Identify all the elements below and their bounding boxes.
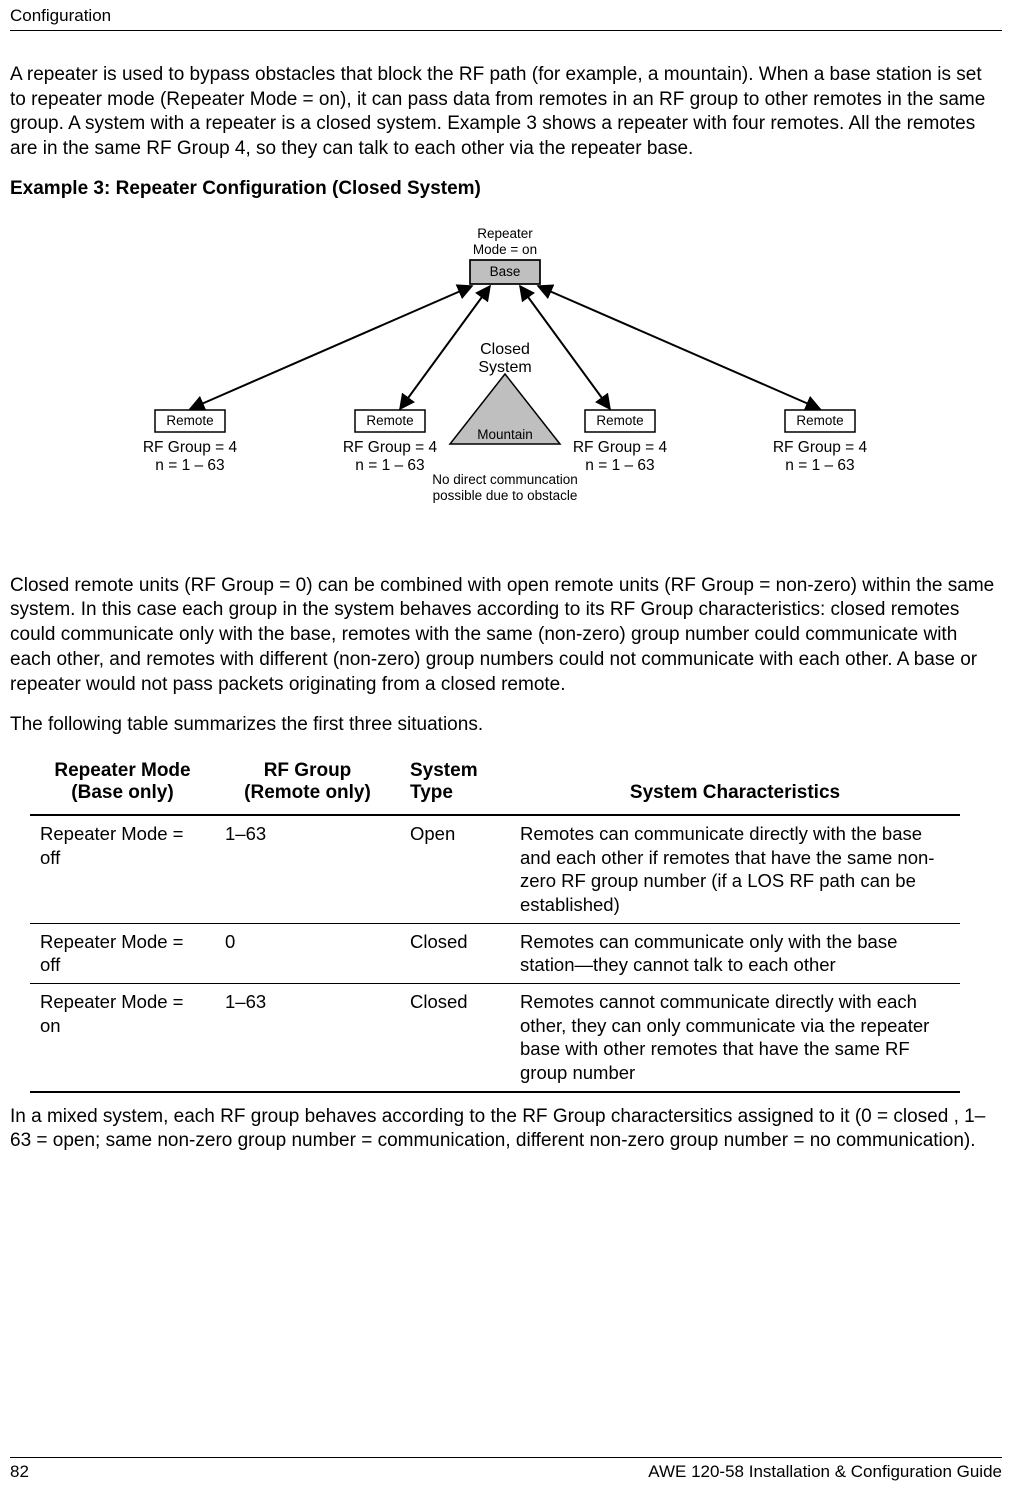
table-row: Repeater Mode = off 0 Closed Remotes can… xyxy=(30,923,960,983)
th-rf-group: RF Group(Remote only) xyxy=(215,754,400,815)
diagram-repeater-label-2: Mode = on xyxy=(473,242,537,257)
paragraph-4: In a mixed system, each RF group behaves… xyxy=(10,1105,1002,1154)
base-label: Base xyxy=(490,264,521,279)
table-row: Repeater Mode = on 1–63 Closed Remotes c… xyxy=(30,983,960,1091)
paragraph-1: A repeater is used to bypass obstacles t… xyxy=(10,63,1002,162)
th-repeater-mode: Repeater Mode(Base only) xyxy=(30,754,215,815)
remote-4: Remote RF Group = 4 n = 1 – 63 xyxy=(773,410,868,474)
th-system-type: SystemType xyxy=(400,754,510,815)
mountain-label: Mountain xyxy=(477,427,533,442)
remote-3: Remote RF Group = 4 n = 1 – 63 xyxy=(573,410,668,474)
svg-text:Remote: Remote xyxy=(796,413,843,428)
svg-text:n = 1 – 63: n = 1 – 63 xyxy=(355,457,424,474)
svg-text:RF Group = 4: RF Group = 4 xyxy=(343,439,438,456)
obstacle-note-1: No direct communcation xyxy=(432,472,578,487)
svg-text:n = 1 – 63: n = 1 – 63 xyxy=(585,457,654,474)
link-base-remote-4 xyxy=(538,286,820,409)
th-characteristics: System Characteristics xyxy=(510,754,960,815)
link-base-remote-1 xyxy=(190,286,472,409)
obstacle-note-2: possible due to obstacle xyxy=(433,488,578,503)
svg-text:RF Group = 4: RF Group = 4 xyxy=(773,439,868,456)
svg-text:Remote: Remote xyxy=(366,413,413,428)
svg-text:Remote: Remote xyxy=(596,413,643,428)
repeater-diagram: Repeater Mode = on Base Closed System Mo… xyxy=(10,214,1000,544)
svg-text:n = 1 – 63: n = 1 – 63 xyxy=(155,457,224,474)
table-row: Repeater Mode = off 1–63 Open Remotes ca… xyxy=(30,815,960,923)
system-table: Repeater Mode(Base only) RF Group(Remote… xyxy=(30,754,960,1093)
svg-text:RF Group = 4: RF Group = 4 xyxy=(573,439,668,456)
svg-text:n = 1 – 63: n = 1 – 63 xyxy=(785,457,854,474)
remote-1: Remote RF Group = 4 n = 1 – 63 xyxy=(143,410,238,474)
paragraph-3: The following table summarizes the first… xyxy=(10,713,1002,738)
page-number: 82 xyxy=(10,1462,29,1482)
remote-2: Remote RF Group = 4 n = 1 – 63 xyxy=(343,410,438,474)
closed-label: Closed xyxy=(480,341,530,358)
diagram-repeater-label-1: Repeater xyxy=(477,226,533,241)
svg-text:Remote: Remote xyxy=(166,413,213,428)
doc-title-footer: AWE 120-58 Installation & Configuration … xyxy=(648,1462,1002,1482)
page-header: Configuration xyxy=(10,0,1002,31)
link-base-remote-3 xyxy=(520,286,610,409)
example-title: Example 3: Repeater Configuration (Close… xyxy=(10,178,1002,200)
link-base-remote-2 xyxy=(400,286,490,409)
svg-text:RF Group = 4: RF Group = 4 xyxy=(143,439,238,456)
paragraph-2: Closed remote units (RF Group = 0) can b… xyxy=(10,574,1002,697)
